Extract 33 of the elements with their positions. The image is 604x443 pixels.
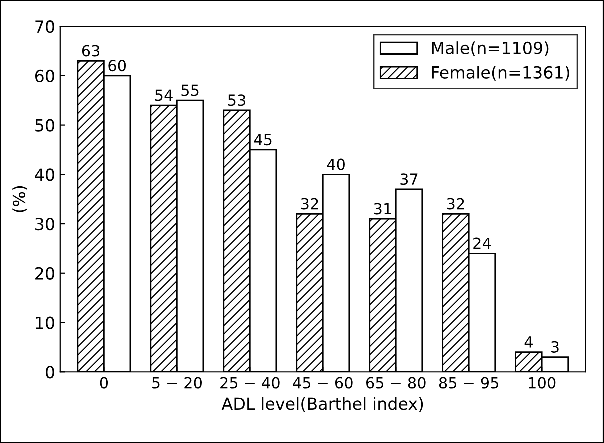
y-tick-label: 40 (35, 168, 54, 182)
y-tick-label: 70 (36, 20, 54, 34)
x-tick-label: 25 − 40 (220, 377, 280, 389)
data-label: 37 (400, 174, 418, 186)
y-tick-label: 0 (46, 366, 54, 379)
data-label: 32 (447, 198, 464, 210)
y-tick-label: 30 (36, 218, 54, 231)
data-label: 63 (82, 45, 100, 57)
data-label: 54 (155, 90, 173, 102)
data-label: 55 (182, 84, 199, 96)
x-tick-label: 45 − 60 (293, 377, 353, 389)
data-label: 60 (108, 60, 126, 72)
x-tick-label: 65 − 80 (366, 377, 426, 389)
x-tick-label: 5 − 20 (152, 377, 202, 389)
y-tick-label: 60 (35, 70, 54, 83)
data-label: 24 (474, 238, 492, 250)
y-tick-label: 10 (36, 316, 54, 330)
data-label: 45 (254, 134, 272, 146)
data-label: 3 (552, 341, 559, 353)
x-axis-title: ADL level(Barthel index) (222, 397, 424, 412)
x-tick-label: 0 (100, 377, 108, 389)
data-label: 40 (327, 158, 345, 170)
y-tick-label: 20 (36, 267, 54, 280)
x-tick-label: 100 (529, 377, 556, 389)
data-label: 31 (374, 203, 392, 215)
y-axis-title: (%) (12, 186, 28, 212)
data-label: 32 (301, 198, 318, 210)
legend-label: Male(n=1109) (432, 42, 549, 56)
legend-label: Female(n=1361) (432, 66, 570, 81)
data-label: 4 (524, 336, 533, 348)
data-label: 53 (228, 94, 246, 106)
x-tick-label: 85 − 95 (439, 377, 498, 389)
y-tick-label: 50 (36, 119, 54, 132)
